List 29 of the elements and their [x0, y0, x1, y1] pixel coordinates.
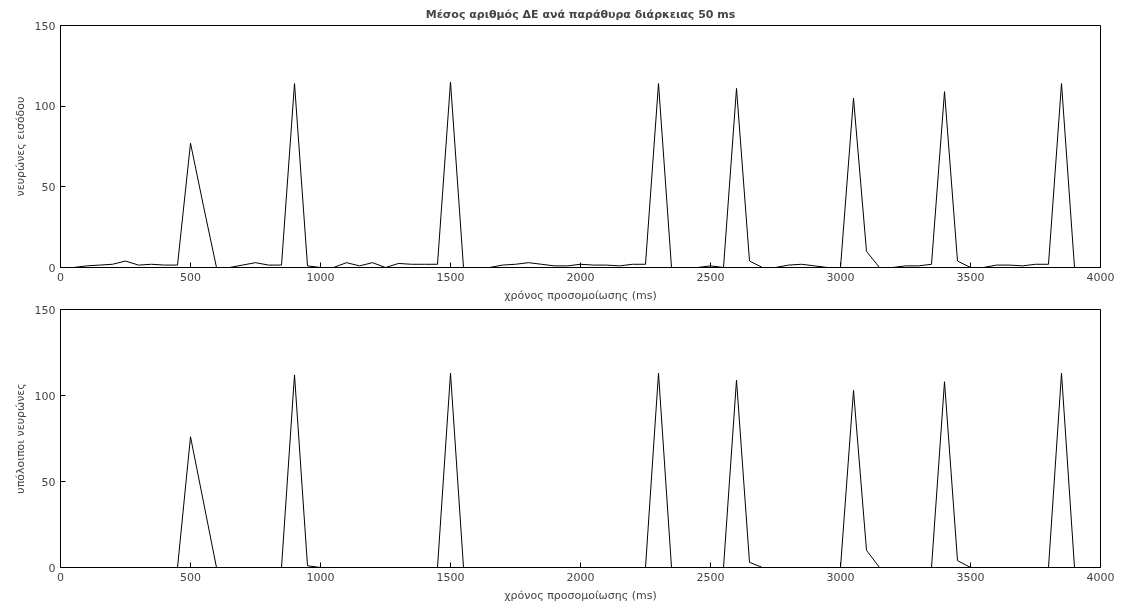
- y-tick-label: 0: [48, 261, 56, 275]
- y-axis-title: υπόλοιποι νευρώνες: [13, 383, 27, 494]
- x-tick-label: 3000: [826, 570, 855, 584]
- x-tick-label: 500: [180, 270, 201, 284]
- y-tick-label: 50: [41, 180, 56, 194]
- x-tick-label: 4000: [1086, 270, 1115, 284]
- x-axis-title: χρόνος προσομοίωσης (ms): [504, 288, 657, 302]
- x-tick-label: 500: [180, 570, 201, 584]
- x-tick-label: 3500: [956, 570, 985, 584]
- x-tick-label: 3500: [956, 270, 985, 284]
- x-tick-label: 1000: [306, 270, 335, 284]
- y-tick-label: 150: [34, 303, 56, 317]
- x-tick-label: 2500: [696, 270, 725, 284]
- x-tick-label: 1500: [436, 270, 465, 284]
- x-tick-label: 1000: [306, 570, 335, 584]
- y-tick-label: 50: [41, 475, 56, 489]
- y-tick-label: 100: [34, 100, 56, 114]
- x-tick-label: 3000: [826, 270, 855, 284]
- x-tick-label: 2500: [696, 570, 725, 584]
- x-tick-label: 1500: [436, 570, 465, 584]
- y-tick-label: 100: [34, 389, 56, 403]
- y-axis-title: νευρώνες εισόδου: [13, 96, 27, 197]
- x-tick-label: 2000: [566, 570, 595, 584]
- chart-title: Μέσος αριθμός ΔΕ ανά παράθυρα διάρκειας 50 ms: [425, 7, 736, 21]
- y-tick-label: 150: [34, 19, 56, 33]
- y-tick-label: 0: [48, 561, 56, 575]
- x-tick-label: 4000: [1086, 570, 1115, 584]
- x-axis-title: χρόνος προσομοίωσης (ms): [504, 588, 657, 602]
- x-tick-label: 2000: [566, 270, 595, 284]
